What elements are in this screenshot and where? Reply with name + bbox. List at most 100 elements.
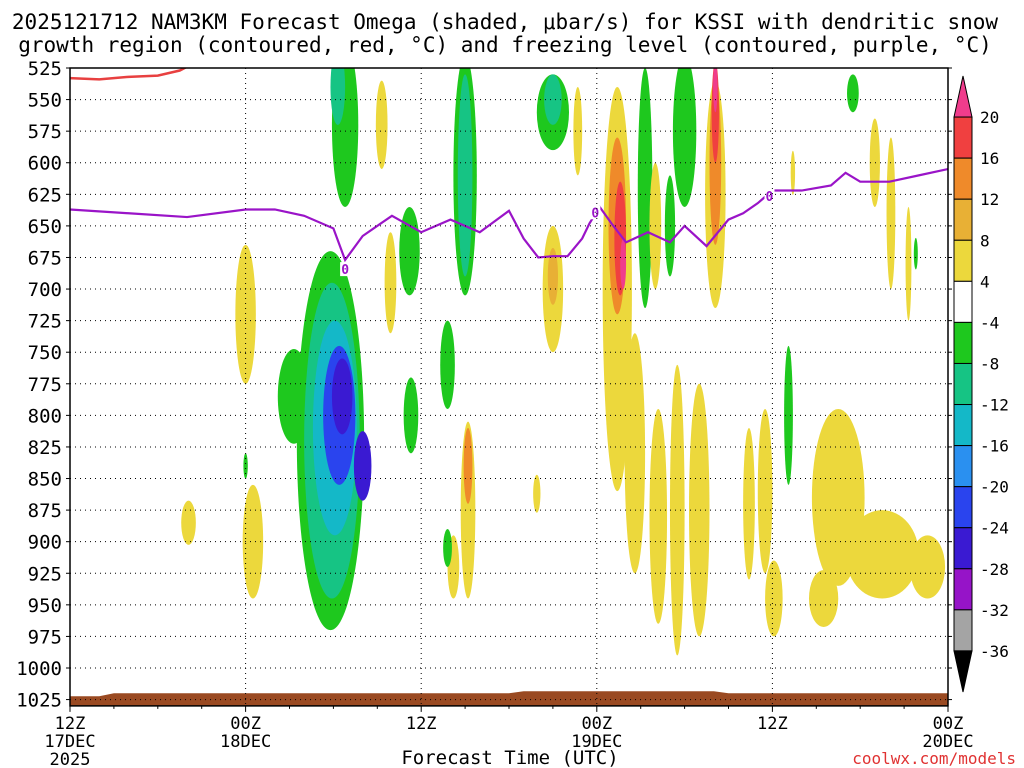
omega-region xyxy=(544,74,562,125)
y-tick-label: 850 xyxy=(28,469,62,491)
x-tick-label: 17DEC xyxy=(44,732,95,752)
omega-region xyxy=(399,206,420,296)
y-tick-label: 725 xyxy=(28,311,62,333)
omega-region xyxy=(790,150,796,195)
freezing-label-bg xyxy=(590,205,601,220)
omega-shading: 0 0 0 xyxy=(70,68,948,706)
chart-title-line1: 2025121712 NAM3KM Forecast Omega (shaded… xyxy=(12,10,999,34)
dgz-contour xyxy=(70,68,188,81)
omega-region xyxy=(533,474,541,513)
colorbar-segment xyxy=(953,280,973,323)
omega-region xyxy=(463,428,473,504)
colorbar-label: -16 xyxy=(980,437,1009,456)
x-tick-label: 20DEC xyxy=(922,732,973,752)
plot-area: 0 0 0 525 550 575 600 625 650 675 700 725 750 775 800 8… xyxy=(16,58,973,768)
colorbar-segment xyxy=(953,609,973,652)
y-tick-label: 950 xyxy=(28,595,62,617)
freezing-level-label: 0 xyxy=(591,206,599,221)
y-tick-label: 675 xyxy=(28,247,62,269)
y-tick-label: 775 xyxy=(28,374,62,396)
colorbar-segment xyxy=(953,116,973,159)
colorbar-segment xyxy=(953,527,973,570)
freezing-label-bg xyxy=(764,188,775,203)
omega-region xyxy=(847,74,859,113)
colorbar-segment xyxy=(953,157,973,200)
colorbar-segment xyxy=(953,239,973,282)
y-tick-label: 800 xyxy=(28,405,62,427)
y-tick-label: 600 xyxy=(28,153,62,175)
freezing-level-label: 0 xyxy=(341,263,349,278)
colorbar-segment xyxy=(953,486,973,529)
omega-region xyxy=(869,118,880,207)
y-tick-label: 625 xyxy=(28,184,62,206)
x-tick-label: 12Z xyxy=(757,714,788,734)
x-tick-label: 2025 xyxy=(50,750,91,768)
omega-region xyxy=(713,68,718,113)
x-tick-label: 19DEC xyxy=(571,732,622,752)
x-axis-label: Forecast Time (UTC) xyxy=(401,747,618,768)
omega-region xyxy=(913,237,918,270)
omega-region xyxy=(757,409,773,574)
omega-region xyxy=(384,232,397,334)
freezing-level-label: 0 xyxy=(766,190,774,205)
omega-region xyxy=(909,535,946,599)
colorbar-segment xyxy=(953,445,973,488)
omega-region xyxy=(181,500,196,545)
y-tick-label: 975 xyxy=(28,626,62,648)
omega-region xyxy=(330,68,346,125)
colorbar-bottom-arrow xyxy=(953,650,973,693)
colorbar-top-arrow xyxy=(953,75,973,118)
colorbar-label: -32 xyxy=(980,601,1009,620)
colorbar-label: 20 xyxy=(980,108,999,127)
omega-region xyxy=(784,345,793,485)
x-tick-label: 00Z xyxy=(933,714,964,734)
credit-text: coolwx.com/models xyxy=(852,749,1016,768)
colorbar-segment xyxy=(953,198,973,241)
omega-region xyxy=(375,80,388,170)
omega-region xyxy=(235,244,256,384)
y-tick-label: 825 xyxy=(28,437,62,459)
colorbar: 20 16 12 8 4 -4 -8 -12 -16 -20 -24 -28 -32 -36 xyxy=(953,75,1009,693)
terrain-fill xyxy=(70,691,948,706)
colorbar-label: -24 xyxy=(980,519,1009,538)
y-tick-label: 1025 xyxy=(16,690,62,712)
x-tick-label: 18DEC xyxy=(220,732,271,752)
omega-region xyxy=(765,560,783,637)
omega-region xyxy=(440,320,455,410)
omega-region xyxy=(573,86,583,176)
colorbar-segment xyxy=(953,404,973,447)
x-tick-label: 12Z xyxy=(406,714,437,734)
y-tick-label: 875 xyxy=(28,500,62,522)
colorbar-label: 4 xyxy=(980,272,990,291)
omega-region xyxy=(331,358,353,435)
omega-region xyxy=(886,137,896,290)
y-tick-label: 525 xyxy=(28,58,62,80)
omega-region xyxy=(624,333,646,574)
y-tick-label: 900 xyxy=(28,532,62,554)
colorbar-label: -36 xyxy=(980,642,1009,661)
omega-region xyxy=(669,364,685,656)
y-tick-label: 575 xyxy=(28,121,62,143)
omega-region xyxy=(808,570,839,627)
freezing-label-bg xyxy=(340,262,351,277)
colorbar-segment xyxy=(953,568,973,611)
omega-region xyxy=(547,248,559,305)
y-tick-label: 1000 xyxy=(16,658,62,680)
x-tick-label: 00Z xyxy=(230,714,261,734)
omega-region xyxy=(672,68,697,207)
omega-region xyxy=(664,175,676,277)
omega-region xyxy=(637,68,653,308)
colorbar-segment xyxy=(953,321,973,364)
y-tick-label: 925 xyxy=(28,563,62,585)
colorbar-label: -20 xyxy=(980,478,1009,497)
colorbar-label: 12 xyxy=(980,190,999,209)
y-tick-label: 650 xyxy=(28,216,62,238)
x-tick-label: 12Z xyxy=(55,714,86,734)
x-tick-label: 00Z xyxy=(581,714,612,734)
omega-region xyxy=(905,206,912,321)
y-tick-label: 550 xyxy=(28,90,62,112)
omega-region xyxy=(688,383,710,637)
colorbar-label: -8 xyxy=(980,354,999,373)
y-tick-label: 750 xyxy=(28,342,62,364)
